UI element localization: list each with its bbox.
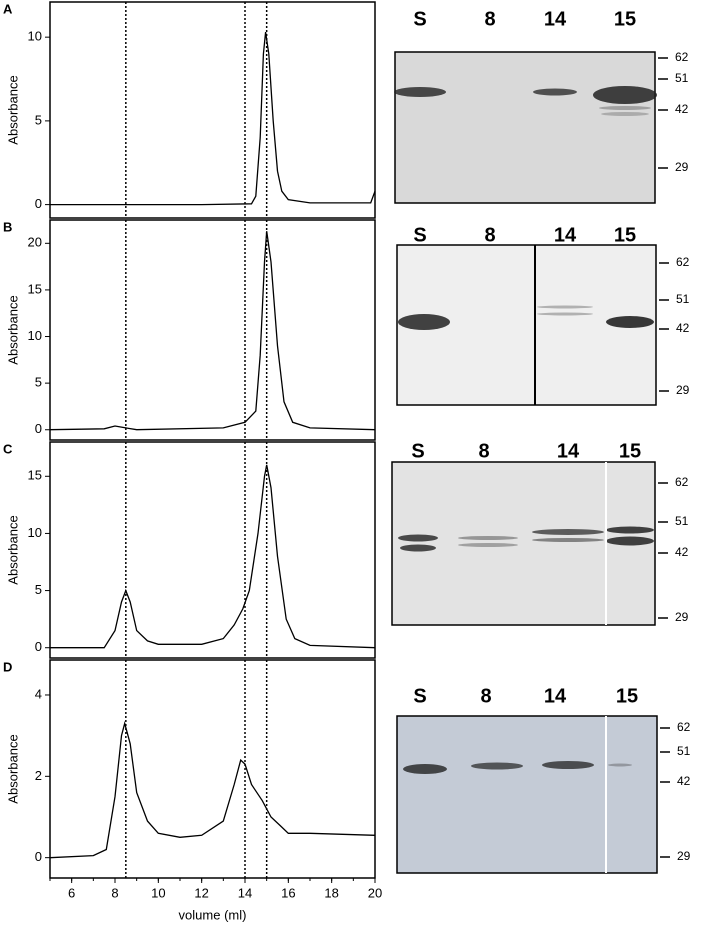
- gel-band: [471, 762, 523, 770]
- marker-label: 51: [675, 514, 689, 528]
- marker-label: 62: [675, 50, 689, 64]
- lane-label: 14: [544, 685, 567, 707]
- lane-label: 15: [619, 440, 641, 462]
- chromatogram-line: [50, 32, 376, 206]
- plot-frame: [49, 219, 376, 441]
- x-tick-label: 20: [368, 885, 382, 900]
- x-tick-label: 10: [151, 885, 165, 900]
- lane-label: 8: [478, 440, 489, 462]
- gel-band: [606, 316, 654, 328]
- chromatogram-line: [50, 464, 376, 649]
- y-tick-label: 4: [35, 686, 42, 701]
- gel-band: [458, 543, 518, 547]
- gel-band: [599, 106, 651, 110]
- marker-label: 42: [676, 321, 690, 335]
- gel-band: [542, 761, 594, 769]
- lane-label: S: [413, 8, 426, 30]
- gel-band: [601, 112, 649, 116]
- marker-label: 29: [675, 160, 689, 174]
- lane-label: 14: [544, 8, 567, 30]
- gel-band: [398, 534, 438, 542]
- x-tick-label: 8: [111, 885, 118, 900]
- lane-label: S: [413, 685, 426, 707]
- gel-band: [608, 763, 632, 767]
- y-tick-label: 20: [28, 235, 42, 250]
- gel-band: [593, 86, 657, 104]
- x-tick-label: 12: [194, 885, 208, 900]
- lane-label: 8: [480, 685, 491, 707]
- plot-frame: [49, 659, 376, 879]
- gel-image: [394, 51, 656, 204]
- plot-frame: [49, 441, 376, 659]
- x-tick-label: 16: [281, 885, 295, 900]
- panel-label: A: [3, 1, 13, 16]
- marker-label: 29: [676, 383, 690, 397]
- y-axis-label: Absorbance: [5, 75, 20, 144]
- x-axis-label: volume (ml): [179, 907, 247, 922]
- gel-band: [400, 544, 436, 552]
- gel-band: [606, 526, 654, 534]
- lane-label: S: [411, 440, 424, 462]
- x-tick-label: 14: [238, 885, 252, 900]
- y-tick-label: 2: [35, 768, 42, 783]
- gel-image: [396, 715, 658, 874]
- y-tick-label: 0: [35, 421, 42, 436]
- marker-label: 29: [677, 849, 691, 863]
- lane-label: 15: [614, 224, 636, 246]
- gel-band: [394, 87, 446, 97]
- marker-label: 51: [675, 71, 689, 85]
- gel-band: [398, 314, 450, 330]
- panel-label: B: [3, 219, 12, 234]
- marker-label: 29: [675, 610, 689, 624]
- y-axis-label: Absorbance: [5, 295, 20, 364]
- y-tick-label: 10: [28, 29, 42, 44]
- lane-label: 15: [614, 8, 636, 30]
- gel-band: [537, 305, 593, 309]
- y-tick-label: 5: [35, 582, 42, 597]
- y-tick-label: 10: [28, 328, 42, 343]
- marker-label: 51: [677, 744, 691, 758]
- gel-band: [537, 312, 593, 316]
- marker-label: 62: [677, 720, 691, 734]
- lane-label: 14: [557, 440, 580, 462]
- chromatogram-line: [49, 720, 376, 859]
- gel-band: [532, 529, 604, 535]
- chromatogram-line: [49, 231, 376, 431]
- y-tick-label: 10: [28, 525, 42, 540]
- x-tick-label: 18: [324, 885, 338, 900]
- gel-band: [403, 764, 447, 774]
- y-tick-label: 0: [35, 849, 42, 864]
- y-axis-label: Absorbance: [5, 515, 20, 584]
- lane-label: 8: [484, 224, 495, 246]
- lane-label: 8: [484, 8, 495, 30]
- gel-band: [532, 538, 604, 542]
- gel-band: [606, 536, 654, 546]
- gel-band: [533, 88, 577, 96]
- x-tick-label: 6: [68, 885, 75, 900]
- y-tick-label: 15: [28, 468, 42, 483]
- y-tick-label: 5: [35, 375, 42, 390]
- y-tick-label: 15: [28, 281, 42, 296]
- marker-label: 42: [677, 774, 691, 788]
- y-tick-label: 0: [35, 639, 42, 654]
- panel-label: D: [3, 659, 12, 674]
- y-tick-label: 5: [35, 112, 42, 127]
- marker-label: 42: [675, 545, 689, 559]
- y-axis-label: Absorbance: [5, 734, 20, 803]
- marker-label: 42: [675, 102, 689, 116]
- panel-label: C: [3, 441, 13, 456]
- lane-label: 15: [616, 685, 638, 707]
- lane-label: S: [413, 224, 426, 246]
- marker-label: 51: [676, 292, 690, 306]
- marker-label: 62: [676, 255, 690, 269]
- plot-frame: [49, 1, 376, 219]
- marker-label: 62: [675, 475, 689, 489]
- lane-label: 14: [554, 224, 577, 246]
- y-tick-label: 0: [35, 196, 42, 211]
- gel-band: [458, 536, 518, 540]
